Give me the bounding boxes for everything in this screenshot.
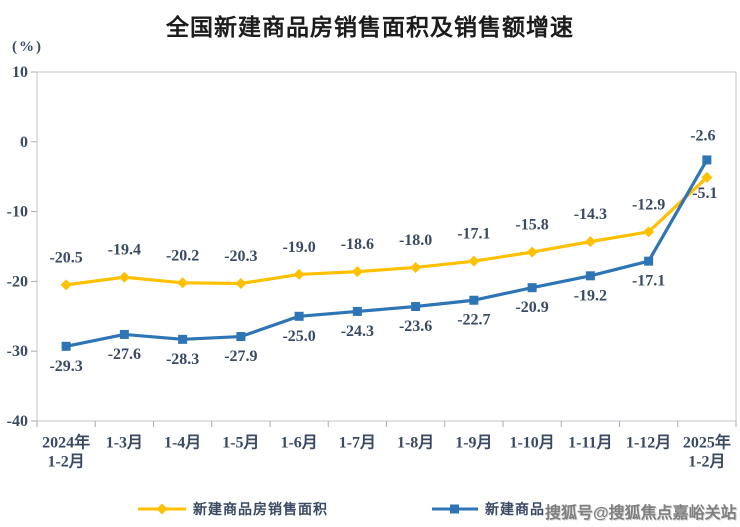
legend-item-sales-area: 新建商品房销售面积 <box>138 500 328 518</box>
watermark: 搜狐号@搜狐焦点嘉峪关站 <box>545 505 737 522</box>
data-point-marker <box>293 268 305 280</box>
data-point-marker <box>60 279 72 291</box>
x-tick-label: 2024年 <box>42 433 90 452</box>
data-point-label: -14.3 <box>574 206 607 223</box>
data-point-marker <box>411 302 421 312</box>
data-point-marker <box>119 329 129 339</box>
legend-diamond-marker-icon <box>138 503 186 515</box>
data-point-label: -24.3 <box>341 323 374 340</box>
y-tick-label: -30 <box>7 343 28 360</box>
plot-border <box>36 71 737 422</box>
data-point-label: -18.6 <box>341 236 374 253</box>
data-point-marker <box>351 266 363 278</box>
x-tick-label: 1-2月 <box>688 453 725 471</box>
data-point-marker <box>236 332 246 342</box>
data-point-label: -19.4 <box>108 242 141 259</box>
data-point-marker <box>235 277 247 289</box>
legend-label-sales-area: 新建商品房销售面积 <box>193 503 328 518</box>
y-tick-label: 10 <box>12 64 28 81</box>
data-point-marker <box>410 261 422 273</box>
data-point-label: -20.2 <box>166 247 199 264</box>
legend-item-sales-amount: 新建商品 <box>432 500 545 518</box>
data-point-marker <box>585 271 595 281</box>
data-point-label: -15.8 <box>515 217 548 234</box>
legend-label-sales-amount: 新建商品 <box>485 503 545 518</box>
x-tick-label: 1-3月 <box>106 434 143 452</box>
data-point-marker <box>61 341 71 351</box>
data-point-marker <box>701 171 713 183</box>
data-point-label: -28.3 <box>166 351 199 368</box>
data-point-marker <box>527 283 537 293</box>
x-tick-label: 1-12月 <box>626 434 671 452</box>
y-axis-unit-label: (%) <box>12 39 43 55</box>
data-point-label: -2.6 <box>690 127 715 144</box>
y-tick-label: 0 <box>20 134 28 151</box>
data-point-marker <box>118 271 130 283</box>
data-point-label: -29.3 <box>49 358 82 375</box>
data-point-label: -20.9 <box>515 299 548 316</box>
x-tick-label: 1-4月 <box>164 434 201 452</box>
data-point-label: -17.1 <box>457 226 490 243</box>
data-point-marker <box>469 295 479 305</box>
series-line-1 <box>64 158 709 348</box>
data-point-marker <box>526 246 538 258</box>
x-tick-label: 1-8月 <box>397 434 434 452</box>
y-tick-label: -40 <box>7 413 28 430</box>
x-tick-label: 1-6月 <box>280 434 317 452</box>
data-point-label: -19.2 <box>574 287 607 304</box>
y-tick-label: -10 <box>7 204 28 221</box>
data-point-label: -12.9 <box>632 196 665 213</box>
data-point-label: -20.3 <box>224 248 257 265</box>
data-point-marker <box>177 277 189 289</box>
data-point-marker <box>584 236 596 248</box>
x-tick-label: 1-11月 <box>568 434 612 452</box>
legend-square-marker-icon <box>432 504 478 514</box>
data-point-label: -27.6 <box>108 346 141 363</box>
data-point-label: -25.0 <box>282 328 315 345</box>
data-point-label: -23.6 <box>399 318 432 335</box>
data-point-label: -22.7 <box>457 312 490 329</box>
data-point-marker <box>294 311 304 321</box>
x-tick-label: 1-10月 <box>509 434 554 452</box>
x-tick-label: 2025年 <box>683 433 731 452</box>
data-point-label: -5.1 <box>692 185 717 202</box>
data-point-marker <box>178 334 188 344</box>
data-point-label: -27.9 <box>224 348 257 365</box>
data-point-marker <box>644 256 654 266</box>
x-tick-label: 1-5月 <box>222 434 259 452</box>
chart-title: 全国新建商品房销售面积及销售额增速 <box>166 15 574 40</box>
x-tick-label: 1-2月 <box>47 453 84 471</box>
data-point-marker <box>352 306 362 316</box>
data-point-marker <box>468 255 480 267</box>
data-point-label: -19.0 <box>282 239 315 256</box>
x-tick-label: 1-7月 <box>339 434 376 452</box>
series-line-0 <box>64 175 709 287</box>
data-point-label: -20.5 <box>49 249 82 266</box>
data-point-marker <box>643 226 655 238</box>
data-point-marker <box>702 155 712 165</box>
x-tick-label: 1-9月 <box>455 434 492 452</box>
y-tick-label: -20 <box>7 273 28 290</box>
data-point-label: -18.0 <box>399 232 432 249</box>
data-point-label: -17.1 <box>632 273 665 290</box>
